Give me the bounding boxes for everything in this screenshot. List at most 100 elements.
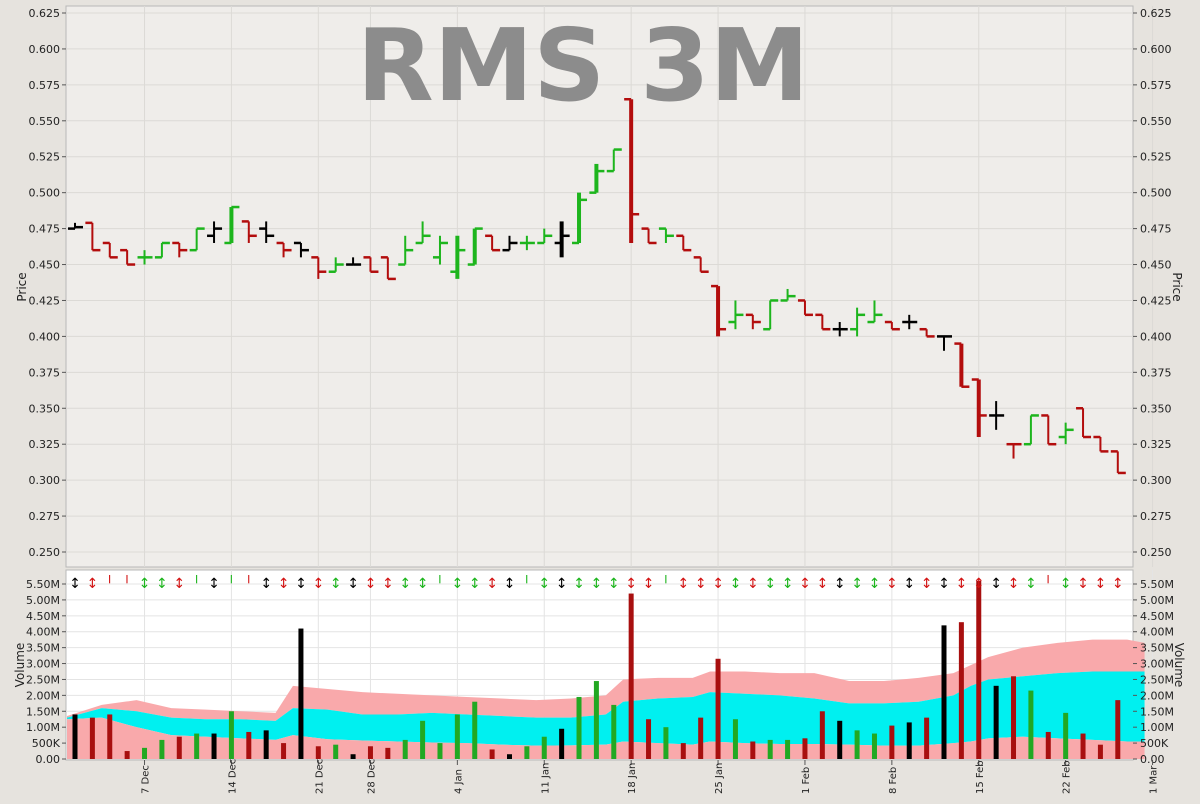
ohlc-bar	[606, 148, 622, 173]
volume-tick-label: 4.00M	[26, 626, 60, 639]
date-tick-label: 28 Dec	[366, 759, 377, 794]
price-tick-label: 0.300	[1140, 474, 1172, 487]
ohlc-bar	[1093, 435, 1109, 453]
price-tick-label: 0.425	[1140, 294, 1172, 307]
ohlc-bar	[328, 257, 344, 273]
volume-signal-arrow: ↕	[1095, 576, 1107, 592]
volume-signal-arrow: ↕	[399, 576, 411, 592]
volume-bar	[454, 714, 460, 759]
volume-signal-arrow: ↕	[903, 576, 915, 592]
ohlc-bar	[502, 235, 518, 252]
price-grid	[66, 6, 1154, 567]
volume-bars	[72, 580, 1121, 759]
price-tick-label: 0.625	[1140, 7, 1172, 20]
price-tick-label: 0.475	[1140, 223, 1172, 236]
volume-bar	[837, 720, 843, 759]
price-tick-label: 0.350	[1140, 402, 1172, 415]
price-tick-label: 0.500	[29, 187, 61, 200]
volume-signal-arrow: ↕	[1008, 576, 1020, 592]
chart-title: RMS 3M	[357, 7, 809, 124]
volume-bar	[142, 747, 148, 759]
volume-signal-arrow: ↕	[208, 576, 220, 592]
date-tick-label: 25 Jan	[714, 763, 725, 794]
ohlc-bar	[519, 235, 535, 251]
ohlc-bar	[693, 256, 709, 273]
ohlc-bar	[450, 235, 466, 279]
ohlc-bar	[259, 221, 275, 243]
ohlc-bar	[68, 222, 83, 230]
volume-tick-label: 5.00M	[26, 594, 60, 607]
price-tick-label: 0.400	[1140, 330, 1172, 343]
volume-band-upper	[67, 639, 1145, 721]
date-tick-label: 7 Dec	[141, 765, 152, 794]
volume-tick-label: 3.50M	[26, 642, 60, 655]
ohlc-bar	[1006, 442, 1022, 459]
price-tick-label: 0.425	[29, 294, 61, 307]
volume-bar	[819, 711, 825, 759]
volume-signal-arrow: ╵	[523, 574, 531, 592]
volume-tick-label: 500K	[1140, 737, 1169, 750]
ohlc-bar	[102, 241, 118, 259]
ohlc-bar	[815, 313, 831, 331]
volume-bar	[698, 717, 704, 759]
price-tick-label: 0.575	[1140, 79, 1172, 92]
volume-signal-arrow: ↕	[834, 576, 846, 592]
volume-bar	[281, 743, 287, 759]
price-tick-label: 0.350	[29, 402, 61, 415]
volume-bar	[924, 717, 930, 759]
volume-bar	[385, 747, 391, 759]
volume-signal-arrow: ╵	[227, 574, 235, 592]
volume-bar	[958, 622, 964, 759]
price-tick-label: 0.575	[29, 79, 61, 92]
volume-signal-arrow: ↕	[730, 576, 742, 592]
volume-signal-arrow: ↕	[591, 576, 603, 592]
ohlc-bar	[1110, 450, 1126, 475]
ohlc-bar	[85, 221, 101, 252]
volume-tick-label: 4.50M	[1140, 610, 1174, 623]
volume-signal-arrow: ↕	[973, 576, 985, 592]
ohlc-bar	[1023, 414, 1039, 446]
volume-signal-arrow: ↕	[469, 576, 481, 592]
ohlc-bar	[380, 256, 396, 281]
volume-bar	[194, 733, 200, 759]
volume-tick-label: 5.00M	[1140, 594, 1174, 607]
ohlc-bar	[346, 257, 362, 266]
date-tick-label: 18 Jan	[627, 763, 638, 794]
price-tick-label: 0.550	[1140, 115, 1172, 128]
price-tick-label: 0.600	[1140, 43, 1172, 56]
volume-axis-label-left: Volume	[13, 643, 27, 688]
volume-bar	[420, 720, 426, 759]
ohlc-bar	[311, 256, 327, 279]
volume-tick-label: 1.00M	[26, 721, 60, 734]
volume-signal-arrow: ╵	[436, 574, 444, 592]
volume-bar	[472, 701, 478, 759]
price-tick-label: 0.275	[1140, 510, 1172, 523]
ohlc-bar	[189, 227, 205, 252]
ohlc-bar	[207, 221, 223, 243]
price-tick-label: 0.300	[29, 474, 61, 487]
price-tick-label: 0.325	[29, 438, 61, 451]
volume-tick-label: 1.50M	[26, 705, 60, 718]
volume-signal-arrow: ↕	[869, 576, 881, 592]
ohlc-bar	[902, 314, 918, 330]
volume-bar	[228, 711, 234, 759]
volume-tick-label: 4.00M	[1140, 626, 1174, 639]
volume-signal-arrow: ╵	[123, 574, 131, 592]
ohlc-bar	[937, 335, 952, 351]
ohlc-bar	[415, 221, 431, 245]
volume-signal-arrow: ↕	[278, 576, 290, 592]
ohlc-bar	[884, 320, 900, 331]
volume-tick-label: 1.50M	[1140, 705, 1174, 718]
ohlc-bar	[293, 241, 309, 258]
volume-signal-arrow: ↕	[486, 576, 498, 592]
price-tick-label: 0.450	[29, 259, 61, 272]
volume-bar	[524, 746, 530, 759]
volume-signal-arrow: ↕	[451, 576, 463, 592]
volume-tick-label: 0.00	[36, 753, 61, 766]
volume-signal-arrows: ↕ ↕ ╵ ╵ ↕ ↕ ↕ ╵ ↕ ╵ ╵ ↕ ↕ ↕ ↕ ↕ ↕ ↕ ↕ ↕ ↕ ╵ ↕ ↕ ↕ ↕ ╵ ↕ ↕ ↕ ↕ ↕ ↕ ↕ ╵ ↕ ↕ ↕ ↕ ↕…	[69, 574, 1124, 592]
ohlc-bar	[1041, 414, 1057, 446]
volume-axis-left: 0.00 500K 1.00M 1.50M 2.00M 2.50M 3.00M 3.50M 4.…	[26, 578, 66, 766]
price-tick-label: 0.250	[1140, 546, 1172, 559]
volume-signal-arrow: ↕	[295, 576, 307, 592]
